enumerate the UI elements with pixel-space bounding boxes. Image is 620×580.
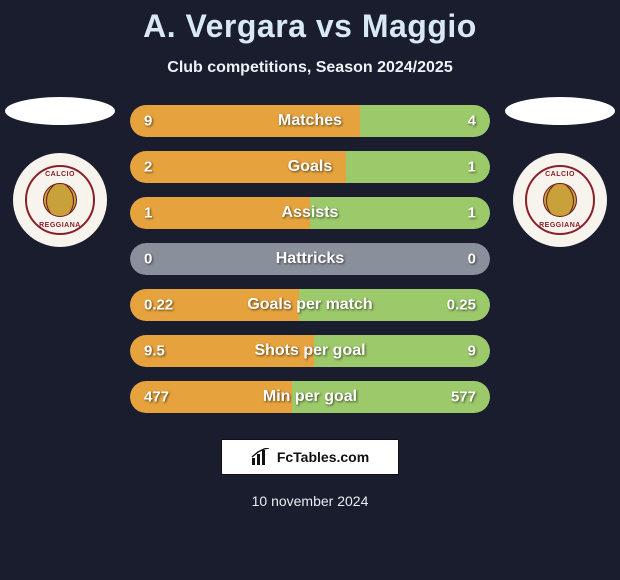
player-left-badge: CALCIO REGGIANA: [0, 97, 120, 247]
stat-row: 0 0Hattricks: [130, 243, 490, 275]
stat-value-left: 9: [144, 113, 152, 130]
stat-label: Goals: [130, 158, 490, 176]
stat-value-left: 2: [144, 159, 152, 176]
source-label: FcTables.com: [277, 449, 369, 465]
crest-text-top: CALCIO: [545, 171, 575, 178]
stat-row: 477 577Min per goal: [130, 381, 490, 413]
player-left-silhouette: [5, 97, 115, 125]
stat-value-left: 0.22: [144, 297, 173, 314]
stat-row: 9.5 9Shots per goal: [130, 335, 490, 367]
stat-row: 9 4Matches: [130, 105, 490, 137]
subtitle: Club competitions, Season 2024/2025: [0, 59, 620, 77]
stat-value-left: 477: [144, 389, 169, 406]
stat-label: Min per goal: [130, 388, 490, 406]
crest-text-top: CALCIO: [45, 171, 75, 178]
crest-text-bottom: REGGIANA: [539, 222, 581, 229]
player-right-badge: CALCIO REGGIANA: [500, 97, 620, 247]
stat-value-left: 0: [144, 251, 152, 268]
stat-value-right: 0.25: [447, 297, 476, 314]
stat-label: Shots per goal: [130, 342, 490, 360]
stat-value-right: 577: [451, 389, 476, 406]
source-badge: FcTables.com: [221, 439, 399, 475]
comparison-area: CALCIO REGGIANA CALCIO REGGIANA 9 4Matche…: [0, 105, 620, 413]
snapshot-date: 10 november 2024: [0, 493, 620, 509]
stat-value-left: 1: [144, 205, 152, 222]
stat-label: Matches: [130, 112, 490, 130]
stat-value-right: 1: [468, 205, 476, 222]
stat-value-right: 0: [468, 251, 476, 268]
club-crest-left: CALCIO REGGIANA: [13, 153, 107, 247]
stat-value-right: 4: [468, 113, 476, 130]
crest-ball-icon: [543, 183, 577, 217]
page-title: A. Vergara vs Maggio: [0, 0, 620, 45]
stat-value-right: 1: [468, 159, 476, 176]
crest-ball-icon: [43, 183, 77, 217]
stat-value-right: 9: [468, 343, 476, 360]
chart-icon: [251, 448, 271, 466]
stat-label: Assists: [130, 204, 490, 222]
stat-row: 1 1Assists: [130, 197, 490, 229]
crest-text-bottom: REGGIANA: [39, 222, 81, 229]
club-crest-right: CALCIO REGGIANA: [513, 153, 607, 247]
stat-row: 0.22 0.25Goals per match: [130, 289, 490, 321]
stat-row: 2 1Goals: [130, 151, 490, 183]
stat-label: Hattricks: [130, 250, 490, 268]
stat-label: Goals per match: [130, 296, 490, 314]
stat-value-left: 9.5: [144, 343, 165, 360]
player-right-silhouette: [505, 97, 615, 125]
stat-bars: 94Matches21Goals11Assists00Hattricks0.22…: [130, 105, 490, 413]
